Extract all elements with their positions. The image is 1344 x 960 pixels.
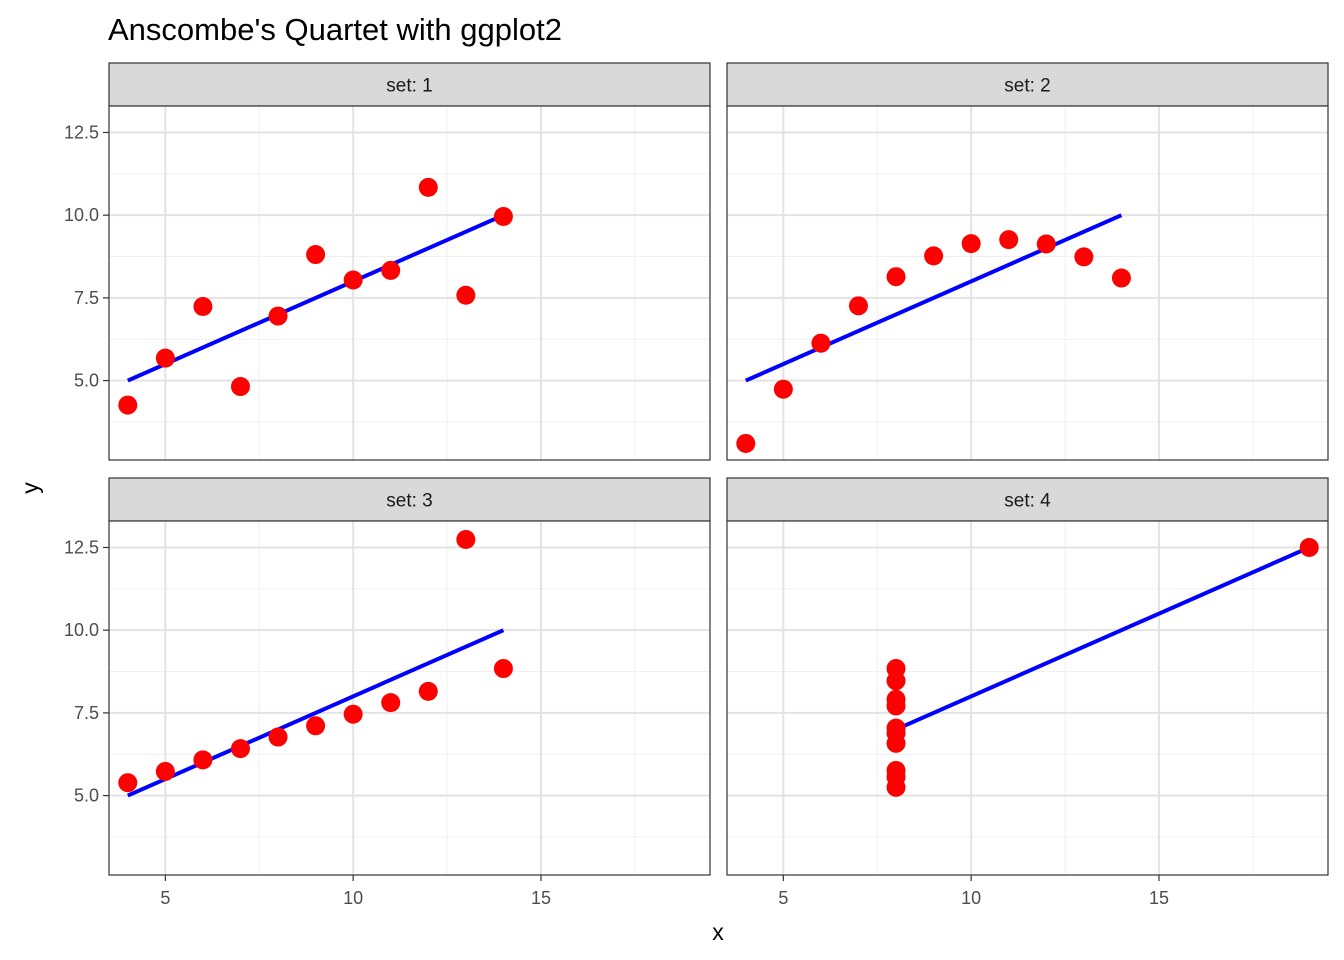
panel-background-1	[109, 106, 710, 460]
data-point	[418, 681, 438, 701]
fit-line-3	[126, 628, 505, 798]
data-point	[306, 245, 326, 265]
strip-label-2: set: 2	[1004, 76, 1050, 97]
y-tick-label: 12.5	[64, 537, 99, 557]
data-point	[193, 296, 213, 316]
y-tick-label: 5.0	[74, 786, 99, 806]
data-point	[999, 230, 1019, 250]
fit-line-4	[895, 545, 1311, 732]
x-tick-label: 5	[778, 888, 788, 908]
data-point	[1111, 268, 1131, 288]
data-point	[886, 767, 906, 787]
data-point	[155, 348, 175, 368]
data-point	[343, 704, 363, 724]
data-point	[736, 433, 756, 453]
data-point	[118, 773, 138, 793]
data-point	[1074, 247, 1094, 267]
data-point	[268, 727, 288, 747]
data-point	[418, 177, 438, 197]
data-point	[924, 246, 944, 266]
grid-1	[109, 106, 710, 460]
x-tick-label: 15	[531, 888, 551, 908]
y-tick-label: 10.0	[64, 205, 99, 225]
chart-title: Anscombe's Quartet with ggplot2	[108, 12, 562, 47]
panel-1: set: 1	[108, 62, 711, 461]
panel-border-2	[726, 105, 1329, 461]
fit-line-2	[744, 213, 1123, 383]
strip-3	[108, 477, 711, 522]
x-tick-label: 10	[343, 888, 363, 908]
grid-4	[727, 521, 1328, 875]
strip-2	[726, 62, 1329, 107]
data-point	[886, 689, 906, 709]
x-axis-title: x	[712, 919, 724, 945]
data-point	[493, 659, 513, 679]
strip-4	[726, 477, 1329, 522]
data-point	[1036, 234, 1056, 254]
data-point	[118, 395, 138, 415]
panel-border-1	[108, 105, 711, 461]
data-point	[306, 716, 326, 736]
y-tick-label: 5.0	[74, 371, 99, 391]
data-point	[493, 207, 513, 227]
data-point	[193, 750, 213, 770]
panel-background-2	[727, 106, 1328, 460]
data-point	[773, 379, 793, 399]
strip-label-1: set: 1	[386, 76, 432, 97]
data-point	[1299, 537, 1319, 557]
data-point	[343, 270, 363, 290]
axes: 5.0 7.5 10.0 12.5 5.0 7.5 10.0 12.5 5 10 15 5 10 15	[64, 122, 1169, 908]
data-point	[155, 761, 175, 781]
panel-border-4	[726, 520, 1329, 876]
data-point	[381, 260, 401, 280]
data-point	[886, 723, 906, 743]
data-point	[456, 530, 476, 550]
data-point	[456, 285, 476, 305]
data-point	[848, 296, 868, 316]
data-point	[886, 267, 906, 287]
strip-label-3: set: 3	[386, 491, 432, 512]
data-point	[961, 234, 981, 254]
y-tick-label: 7.5	[74, 703, 99, 723]
panel-background-4	[727, 521, 1328, 875]
panel-2: set: 2	[726, 62, 1329, 461]
fit-line-1	[126, 213, 505, 383]
data-point	[886, 671, 906, 691]
data-point	[381, 693, 401, 713]
data-point	[230, 739, 250, 759]
x-tick-label: 5	[160, 888, 170, 908]
panel-background-3	[109, 521, 710, 875]
strip-label-4: set: 4	[1004, 491, 1051, 512]
data-point	[230, 377, 250, 397]
panel-3: set: 3	[108, 477, 711, 876]
y-tick-label: 7.5	[74, 288, 99, 308]
x-tick-label: 10	[961, 888, 981, 908]
grid-3	[109, 521, 710, 875]
y-axis-title: y	[17, 482, 43, 494]
y-tick-label: 10.0	[64, 620, 99, 640]
x-tick-label: 15	[1149, 888, 1169, 908]
y-tick-label: 12.5	[64, 122, 99, 142]
panel-border-3	[108, 520, 711, 876]
data-point	[811, 333, 831, 353]
strip-1	[108, 62, 711, 107]
panels: set: 1 set: 2 set: 3 set: 4	[108, 62, 1329, 876]
panel-4: set: 4	[726, 477, 1329, 876]
data-point	[268, 306, 288, 326]
